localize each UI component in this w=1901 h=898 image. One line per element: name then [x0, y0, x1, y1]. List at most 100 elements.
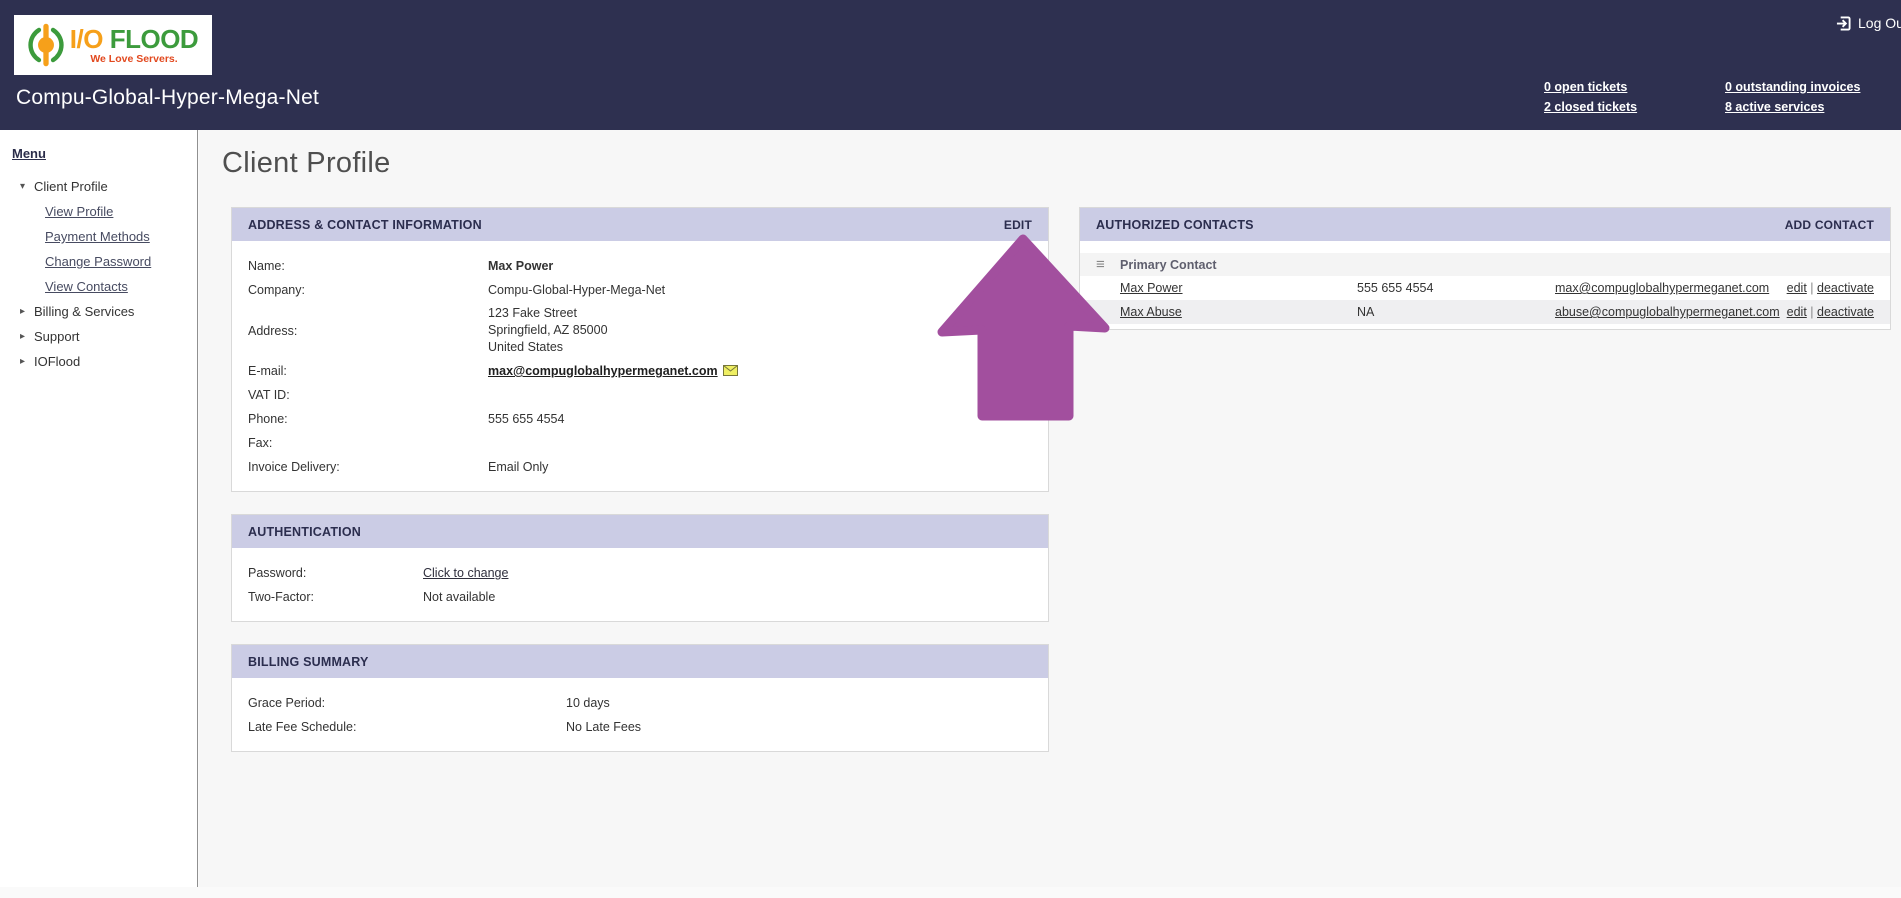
- email-value: max@compuglobalhypermeganet.com: [488, 362, 738, 380]
- ioflood-logo-icon: [28, 23, 64, 67]
- add-contact-button[interactable]: ADD CONTACT: [1784, 217, 1874, 232]
- address-line-2: Springfield, AZ 85000: [488, 323, 608, 337]
- password-row: Password: Click to change: [248, 561, 1032, 585]
- sidebar-item-payment-methods[interactable]: Payment Methods: [45, 229, 150, 244]
- change-password-link[interactable]: Click to change: [423, 566, 509, 580]
- contact-name-cell: Max Power: [1120, 281, 1357, 295]
- contacts-panel-header: AUTHORIZED CONTACTS ADD CONTACT: [1080, 208, 1890, 241]
- sidebar-item-billing-services[interactable]: ▸ Billing & Services: [20, 304, 135, 319]
- client-name-title: Compu-Global-Hyper-Mega-Net: [16, 86, 319, 109]
- invoice-delivery-label: Invoice Delivery:: [248, 460, 340, 474]
- caret-right-icon: ▸: [20, 356, 26, 367]
- name-label: Name:: [248, 259, 285, 273]
- address-line-3: United States: [488, 340, 564, 354]
- outstanding-invoices-link[interactable]: 0 outstanding invoices: [1725, 80, 1861, 94]
- contact-group-label: Primary Contact: [1120, 257, 1217, 272]
- fax-row: Fax:: [248, 431, 1032, 455]
- logout-icon: [1836, 15, 1851, 31]
- vat-row: VAT ID:: [248, 383, 1032, 407]
- authentication-panel-header: AUTHENTICATION: [232, 515, 1048, 548]
- contact-deactivate-link[interactable]: deactivate: [1817, 305, 1874, 319]
- contact-name-cell: Max Abuse: [1120, 305, 1357, 319]
- phone-label: Phone:: [248, 412, 288, 426]
- contact-email-cell: max@compuglobalhypermeganet.com: [1555, 281, 1787, 295]
- right-column: AUTHORIZED CONTACTS ADD CONTACT ≡ Primar…: [1079, 207, 1891, 330]
- contact-name-link[interactable]: Max Power: [1120, 281, 1183, 295]
- action-separator: |: [1810, 305, 1814, 319]
- ticket-stats: 0 open tickets 2 closed tickets: [1544, 80, 1637, 120]
- name-row: Name: Max Power: [248, 254, 1032, 278]
- envelope-icon[interactable]: [722, 365, 738, 376]
- company-value: Compu-Global-Hyper-Mega-Net: [488, 283, 666, 297]
- address-line-1: 123 Fake Street: [488, 306, 577, 320]
- vat-label: VAT ID:: [248, 388, 290, 402]
- sidebar-item-view-contacts[interactable]: View Contacts: [45, 279, 128, 294]
- menu-link[interactable]: Menu: [12, 146, 46, 161]
- contact-actions-cell: edit | deactivate: [1787, 305, 1874, 319]
- contact-edit-link[interactable]: edit: [1786, 305, 1807, 319]
- authentication-panel: AUTHENTICATION Password: Click to change…: [231, 514, 1049, 622]
- two-factor-value: Not available: [423, 590, 496, 604]
- address-contact-panel: ADDRESS & CONTACT INFORMATION EDIT Name:…: [231, 207, 1049, 492]
- logo-text: I/O FLOOD We Love Servers.: [69, 23, 199, 65]
- logo-inner: I/O FLOOD We Love Servers.: [28, 22, 199, 68]
- sidebar-tree: ▾ Client Profile View Profile Payment Me…: [0, 174, 197, 374]
- contact-row-max-abuse: Max Abuse NA abuse@compuglobalhypermegan…: [1080, 300, 1890, 324]
- sidebar-item-view-profile[interactable]: View Profile: [45, 204, 114, 219]
- annotation-arrow: [937, 234, 1110, 421]
- logout-link[interactable]: Log Out: [1836, 15, 1901, 31]
- page-title: Client Profile: [222, 147, 391, 179]
- late-fee-row: Late Fee Schedule: No Late Fees: [248, 715, 1032, 739]
- active-services-link[interactable]: 8 active services: [1725, 100, 1825, 114]
- left-column: ADDRESS & CONTACT INFORMATION EDIT Name:…: [231, 207, 1049, 752]
- closed-tickets-link[interactable]: 2 closed tickets: [1544, 100, 1638, 114]
- contact-edit-link[interactable]: edit: [1786, 281, 1807, 295]
- sidebar-item-client-profile[interactable]: ▾ Client Profile: [20, 179, 108, 194]
- email-row: E-mail: max@compuglobalhypermeganet.com: [248, 359, 1032, 383]
- sidebar-item-support[interactable]: ▸ Support: [20, 329, 80, 344]
- two-factor-label: Two-Factor:: [248, 590, 314, 604]
- company-label: Company:: [248, 283, 305, 297]
- app-header: I/O FLOOD We Love Servers. Compu-Global-…: [0, 0, 1901, 130]
- late-fee-label: Late Fee Schedule:: [248, 720, 357, 734]
- caret-right-icon: ▸: [20, 306, 26, 317]
- sidebar-item-ioflood[interactable]: ▸ IOFlood: [20, 354, 81, 369]
- password-value: Click to change: [423, 564, 508, 582]
- two-factor-row: Two-Factor: Not available: [248, 585, 1032, 609]
- contact-row-max-power: Max Power 555 655 4554 max@compuglobalhy…: [1080, 276, 1890, 300]
- sidebar: Menu ▾ Client Profile View Profile Payme…: [0, 130, 198, 887]
- address-label: Address:: [248, 323, 298, 338]
- contact-email-link[interactable]: max@compuglobalhypermeganet.com: [1555, 281, 1770, 295]
- contact-email-link[interactable]: abuse@compuglobalhypermeganet.com: [1555, 305, 1780, 319]
- sidebar-item-change-password[interactable]: Change Password: [45, 254, 152, 269]
- email-link[interactable]: max@compuglobalhypermeganet.com: [488, 364, 718, 378]
- address-panel-title: ADDRESS & CONTACT INFORMATION: [248, 217, 482, 232]
- address-row: Address: 123 Fake Street Springfield, AZ…: [248, 302, 1032, 359]
- ioflood-logo[interactable]: I/O FLOOD We Love Servers.: [14, 15, 212, 75]
- contacts-panel-title: AUTHORIZED CONTACTS: [1096, 217, 1254, 232]
- grace-period-value: 10 days: [566, 696, 610, 710]
- contact-group-header: ≡ Primary Contact: [1080, 253, 1890, 276]
- fax-label: Fax:: [248, 436, 273, 450]
- contact-email-cell: abuse@compuglobalhypermeganet.com: [1555, 305, 1787, 319]
- brand-flood: FLOOD: [109, 23, 199, 54]
- company-row: Company: Compu-Global-Hyper-Mega-Net: [248, 278, 1032, 302]
- contact-actions-cell: edit | deactivate: [1787, 281, 1874, 295]
- authentication-panel-title: AUTHENTICATION: [248, 524, 361, 539]
- content-columns: ADDRESS & CONTACT INFORMATION EDIT Name:…: [231, 207, 1901, 752]
- contact-name-link[interactable]: Max Abuse: [1120, 305, 1182, 319]
- drag-handle-icon[interactable]: ≡: [1096, 255, 1105, 273]
- email-label: E-mail:: [248, 364, 287, 378]
- name-value: Max Power: [488, 259, 554, 273]
- authentication-panel-body: Password: Click to change Two-Factor: No…: [232, 548, 1048, 621]
- brand-tagline: We Love Servers.: [90, 52, 178, 65]
- open-tickets-link[interactable]: 0 open tickets: [1544, 80, 1628, 94]
- address-panel-header: ADDRESS & CONTACT INFORMATION EDIT: [232, 208, 1048, 241]
- billing-panel-header: BILLING SUMMARY: [232, 645, 1048, 678]
- main-content: Client Profile ADDRESS & CONTACT INFORMA…: [199, 130, 1901, 887]
- caret-down-icon: ▾: [20, 181, 26, 192]
- edit-button[interactable]: EDIT: [1003, 217, 1032, 232]
- contact-deactivate-link[interactable]: deactivate: [1817, 281, 1874, 295]
- brand-io: I/O: [69, 23, 104, 54]
